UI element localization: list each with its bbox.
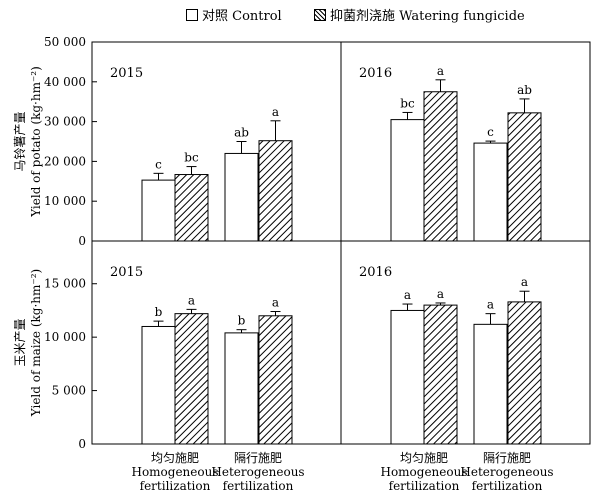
significance-letter: a bbox=[272, 105, 279, 119]
bar-control bbox=[473, 323, 508, 445]
significance-letter: b bbox=[238, 314, 246, 328]
bar-fungicide bbox=[174, 313, 209, 445]
x-category-label-zh: 均匀施肥 bbox=[151, 451, 199, 465]
y-tick-label: 20 000 bbox=[44, 154, 86, 168]
significance-letter: a bbox=[272, 296, 279, 310]
x-category-label-zh: 隔行施肥 bbox=[483, 451, 531, 465]
x-category-label-en: Homogeneous bbox=[131, 465, 218, 479]
bar-fungicide bbox=[258, 315, 293, 445]
y-tick-label: 10 000 bbox=[44, 330, 86, 344]
legend-item-control: 对照 Control bbox=[186, 5, 282, 24]
y-tick-label: 30 000 bbox=[44, 115, 86, 129]
x-category-label-zh: 均匀施肥 bbox=[400, 451, 448, 465]
bar-control bbox=[473, 142, 508, 242]
bar-fungicide bbox=[174, 174, 209, 242]
bar-fungicide bbox=[258, 140, 293, 242]
x-category-label-en: fertilization bbox=[389, 479, 460, 493]
y-tick-label: 0 bbox=[78, 437, 86, 451]
bar-fungicide bbox=[423, 304, 458, 445]
bar-fungicide bbox=[507, 112, 542, 242]
x-category-label-en: Heterogeneous bbox=[211, 465, 304, 479]
bar-control bbox=[390, 119, 425, 242]
bar-fungicide bbox=[423, 91, 458, 242]
y-tick-label: 10 000 bbox=[44, 194, 86, 208]
legend-label-fungicide: 抑菌剂浇施 Watering fungicide bbox=[330, 9, 525, 24]
x-category-label-en: fertilization bbox=[140, 479, 211, 493]
panel-label-1: 2015 bbox=[110, 66, 143, 81]
significance-letter: a bbox=[437, 287, 444, 301]
y-axis-label-zh: 马铃薯产量 bbox=[12, 111, 27, 171]
significance-letter: b bbox=[155, 305, 163, 319]
panel-label-4: 2016 bbox=[359, 265, 392, 280]
significance-letter: ab bbox=[517, 83, 532, 97]
chart-marks: 2015 0 10 000 20 000 30 000 40 000 50 000 马铃薯产量… bbox=[12, 35, 554, 493]
bar-control bbox=[141, 179, 176, 242]
significance-letter: a bbox=[437, 64, 444, 78]
y-axis-label-en: Yield of potato (kg·hm⁻²) bbox=[29, 66, 43, 218]
panel-label-3: 2015 bbox=[110, 265, 143, 280]
significance-letter: a bbox=[521, 275, 528, 289]
legend-swatch-control bbox=[186, 8, 198, 21]
y-tick-label: 15 000 bbox=[44, 277, 86, 291]
significance-letter: ab bbox=[234, 126, 249, 140]
y-axis-label-en: Yield of maize (kg·hm⁻²) bbox=[29, 269, 43, 417]
y-tick-label: 50 000 bbox=[44, 35, 86, 49]
y-tick-label: 5 000 bbox=[52, 384, 86, 398]
x-category-label-en: fertilization bbox=[223, 479, 294, 493]
x-category-label-en: Homogeneous bbox=[380, 465, 467, 479]
bar-control bbox=[141, 325, 176, 445]
significance-letter: c bbox=[155, 157, 162, 171]
legend-swatch-fungicide bbox=[314, 8, 326, 21]
significance-letter: bc bbox=[184, 151, 199, 165]
x-category-label-en: Heterogeneous bbox=[460, 465, 553, 479]
x-category-label-en: fertilization bbox=[472, 479, 543, 493]
bar-control bbox=[390, 309, 425, 445]
bar-fungicide bbox=[507, 301, 542, 445]
x-category-label-zh: 隔行施肥 bbox=[234, 451, 282, 465]
bar-control bbox=[224, 152, 259, 242]
bar-control bbox=[224, 332, 259, 445]
y-tick-label: 0 bbox=[78, 234, 86, 248]
significance-letter: a bbox=[487, 298, 494, 312]
significance-letter: c bbox=[487, 125, 494, 139]
legend-item-fungicide: 抑菌剂浇施 Watering fungicide bbox=[314, 5, 525, 24]
y-tick-label: 40 000 bbox=[44, 75, 86, 89]
y-axis-label-zh: 玉米产量 bbox=[13, 318, 27, 366]
significance-letter: a bbox=[188, 293, 195, 307]
panel-label-2: 2016 bbox=[359, 66, 392, 81]
legend-label-control: 对照 Control bbox=[202, 9, 282, 24]
significance-letter: a bbox=[404, 288, 411, 302]
significance-letter: bc bbox=[400, 96, 415, 110]
legend: 对照 Control 抑菌剂浇施 Watering fungicide bbox=[0, 5, 600, 25]
